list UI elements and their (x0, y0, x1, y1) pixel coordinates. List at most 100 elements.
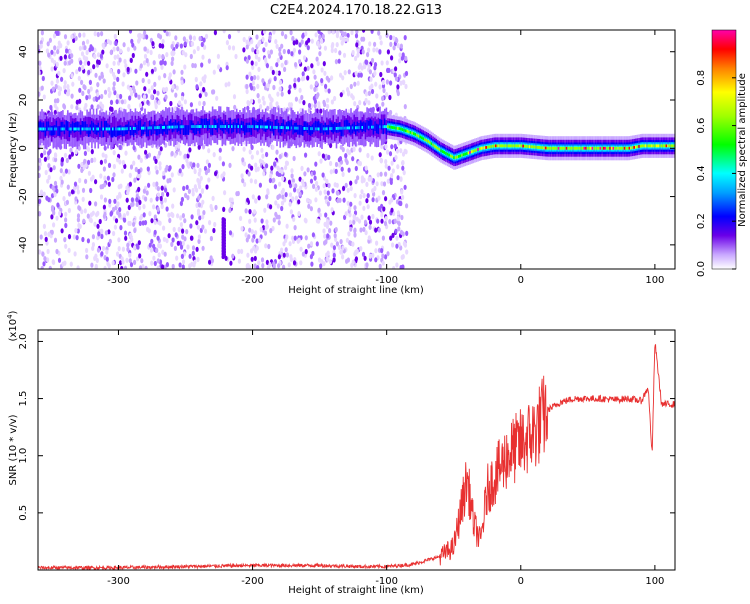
band-cell (46, 121, 48, 132)
band-cell (110, 127, 112, 138)
noise-cell (245, 88, 249, 95)
noise-cell (367, 176, 371, 182)
noise-cell (336, 198, 340, 204)
noise-cell (218, 147, 222, 153)
noise-cell (364, 97, 368, 104)
noise-cell (368, 85, 372, 91)
noise-cell (274, 200, 278, 206)
noise-cell (386, 67, 390, 73)
noise-cell (278, 79, 282, 85)
core-cell (483, 146, 486, 150)
noise-cell (386, 149, 390, 155)
noise-cell (190, 235, 194, 241)
noise-cell (359, 227, 363, 233)
noise-cell (134, 92, 138, 98)
noise-cell (54, 157, 58, 163)
noise-cell (373, 70, 377, 77)
noise-cell (154, 165, 158, 171)
noise-cell (74, 149, 78, 155)
noise-cell (400, 265, 404, 269)
noise-cell (43, 156, 48, 162)
noise-cell (326, 233, 330, 239)
noise-cell (353, 81, 357, 87)
band-cell (268, 119, 270, 130)
noise-cell (324, 239, 328, 245)
noise-cell (366, 152, 370, 159)
noise-cell (160, 185, 164, 191)
band-cell (321, 123, 323, 133)
noise-cell (86, 238, 90, 244)
core-cell (540, 146, 542, 150)
noise-cell (359, 246, 363, 252)
noise-cell (181, 240, 185, 246)
noise-cell (133, 177, 137, 183)
core-cell (396, 127, 399, 130)
noise-cell (123, 265, 128, 269)
noise-cell (180, 171, 184, 177)
noise-cell (378, 84, 382, 90)
band-cell (131, 125, 133, 136)
band-cell (216, 122, 219, 133)
noise-cell (322, 183, 326, 189)
noise-cell (235, 191, 239, 197)
noise-cell (356, 175, 360, 181)
noise-cell (301, 33, 305, 39)
band-cell (343, 120, 346, 131)
noise-cell (269, 173, 273, 179)
noise-cell (250, 229, 254, 235)
noise-cell (324, 212, 328, 218)
band-cell (277, 122, 280, 133)
noise-cell (377, 227, 381, 233)
noise-cell (93, 53, 97, 60)
noise-cell (90, 149, 94, 155)
noise-cell (314, 197, 318, 203)
noise-cell (184, 52, 188, 58)
noise-cell (196, 256, 200, 262)
noise-cell (396, 210, 400, 216)
core-cell (215, 125, 217, 128)
core-cell (490, 145, 492, 148)
noise-cell (155, 247, 159, 253)
noise-cell (268, 177, 272, 184)
noise-cell (46, 41, 50, 47)
noise-cell (170, 211, 174, 217)
noise-cell (39, 234, 43, 240)
chart-title: C2E4.2024.170.18.22.G13 (270, 3, 442, 18)
core-cell (514, 144, 516, 148)
noise-cell (176, 240, 180, 246)
noise-cell (370, 88, 375, 95)
noise-cell (175, 85, 179, 91)
noise-cell (265, 163, 269, 169)
noise-cell (56, 30, 60, 36)
noise-cell (188, 147, 192, 153)
noise-cell (396, 84, 400, 90)
noise-cell (256, 166, 260, 172)
noise-cell (297, 237, 301, 243)
core-cell (487, 145, 489, 149)
noise-cell (172, 226, 176, 233)
noise-cell (381, 190, 386, 196)
noise-cell (320, 67, 324, 73)
core-cell (533, 145, 536, 149)
noise-cell (242, 146, 246, 152)
noise-cell (264, 243, 268, 249)
noise-cell (83, 150, 87, 156)
noise-cell (370, 155, 374, 161)
noise-cell (57, 257, 62, 263)
noise-cell (138, 32, 142, 39)
noise-cell (145, 71, 149, 77)
noise-cell (129, 57, 133, 64)
noise-cell (76, 213, 81, 219)
core-cell (528, 145, 531, 149)
band-cell (305, 121, 307, 131)
noise-cell (367, 90, 371, 96)
core-cell (358, 126, 360, 129)
band-cell (91, 120, 93, 131)
core-cell (107, 127, 109, 131)
noise-cell (153, 219, 157, 225)
noise-cell (384, 216, 388, 222)
noise-cell (153, 229, 157, 235)
noise-cell (162, 225, 166, 231)
core-cell (223, 125, 225, 128)
noise-cell (102, 213, 106, 219)
